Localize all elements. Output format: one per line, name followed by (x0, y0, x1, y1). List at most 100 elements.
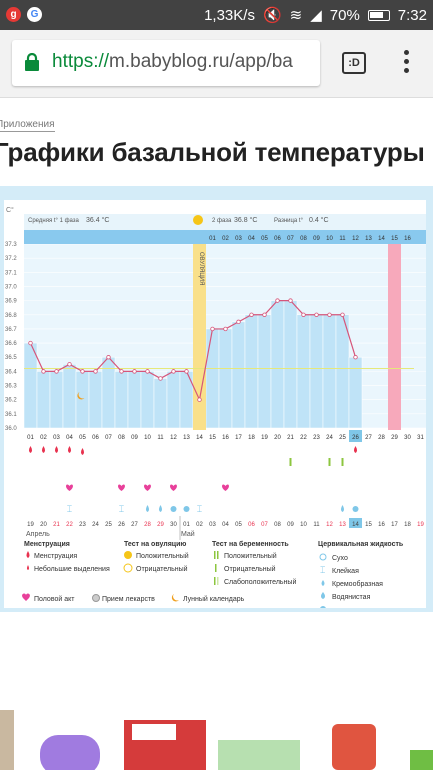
calendar-date: 14 (352, 522, 359, 528)
cycle-day-number: 20 (274, 435, 281, 441)
calendar-date: 21 (53, 522, 60, 528)
temp-bar (101, 356, 116, 429)
cycle-day-cell (206, 430, 219, 442)
temp-bar (75, 371, 90, 429)
ovulation-positive-icon (124, 551, 132, 559)
phase2-day-number: 11 (339, 236, 346, 242)
phase2-day-number: 08 (300, 236, 307, 242)
cycle-day-cell (258, 430, 271, 442)
calendar-date: 07 (261, 522, 268, 528)
temp-bar (348, 356, 363, 429)
calendar-date: 11 (313, 522, 320, 528)
temperature-point (184, 369, 189, 374)
moon-icon (171, 594, 179, 602)
temperature-point (236, 319, 241, 325)
lock-icon (25, 53, 39, 71)
temp-bar (244, 314, 259, 429)
y-tick-label: 36.0 (5, 426, 17, 432)
cervical-sticky-marker: ⌶ (197, 504, 202, 514)
temp-bar (114, 371, 129, 429)
cycle-day-number: 02 (40, 435, 47, 441)
legend-menstruation: Менструация (34, 553, 77, 560)
calendar-date: 29 (157, 522, 164, 528)
phase2-day-number: 12 (352, 236, 359, 242)
battery-icon (367, 9, 390, 21)
calendar-date: 26 (118, 522, 125, 528)
today-date-cell (349, 518, 362, 528)
temperature-point (119, 369, 124, 374)
app-notification-icon: g (6, 7, 21, 22)
cervical-eggwhite-marker (170, 506, 177, 512)
phase2-day-number: 01 (209, 236, 216, 242)
calendar-date: 13 (339, 522, 346, 528)
legend-pregnancy-weak: Слабоположительный (224, 578, 296, 586)
phase1-label: Средняя t° 1 фаза (28, 218, 80, 224)
cycle-day-number: 08 (118, 435, 125, 441)
pregnancy-test-marker (328, 458, 331, 466)
cycle-day-number: 15 (209, 435, 216, 441)
calendar-date: 08 (274, 522, 281, 528)
temperature-point (93, 369, 98, 374)
network-speed: 1,33K/s (204, 6, 255, 24)
product-puree-pouch (332, 724, 376, 770)
chart-card: 01 02 03 04 05 06 07 08 09 10 11 12 13 14 15 16 37.3 37.… (4, 200, 427, 612)
cycle-day-number: 04 (66, 435, 73, 441)
url-text[interactable]: https://m.babyblog.ru/app/ba (52, 51, 293, 73)
temperature-point (275, 298, 280, 303)
temperature-point (314, 312, 319, 317)
cycle-day-number: 28 (378, 435, 385, 441)
cycle-day-cell (297, 430, 310, 442)
legend-menstruation-title: Менструация (24, 541, 70, 548)
temp-bar (62, 364, 77, 429)
cycle-day-number: 30 (404, 435, 411, 441)
calendar-date: 12 (326, 522, 333, 528)
cycle-day-cell (323, 430, 336, 442)
breadcrumb[interactable]: Приложения (0, 119, 55, 132)
cycle-day-number: 07 (105, 435, 112, 441)
y-tick-label: 36.8 (5, 313, 17, 319)
y-tick-label: 36.4 (5, 369, 17, 375)
spotting-drop-icon (27, 565, 29, 570)
cycle-day-number: 17 (235, 435, 242, 441)
phase2-value: 36.8 °C (234, 216, 257, 224)
cycle-day-number: 27 (365, 435, 372, 441)
cycle-day-header (24, 230, 427, 244)
calendar-date: 30 (170, 522, 177, 528)
legend-pregnancy-positive: Положительный (224, 552, 277, 560)
tab-switcher-button[interactable]: :D (342, 52, 366, 74)
calendar-date: 16 (378, 522, 385, 528)
menu-icon[interactable] (402, 50, 410, 76)
y-tick-label: 37.1 (5, 270, 17, 276)
phase2-day-number: 03 (235, 236, 242, 242)
calendar-date: 27 (131, 522, 138, 528)
legend-cervical-dry: Сухо (332, 555, 348, 562)
temperature-point (67, 362, 72, 367)
temp-bar (166, 371, 181, 429)
pregnancy-positive-icon (214, 551, 216, 559)
phase2-day-number: 02 (222, 236, 229, 242)
calendar-date: 01 (183, 522, 190, 528)
signal-icon: ◢ (310, 7, 322, 24)
month-label-may: Май (181, 530, 195, 538)
legend-cervical-creamy: Кремообразная (332, 580, 383, 588)
temp-bar (153, 378, 168, 429)
phase-summary-bar (24, 214, 427, 230)
calendar-date: 02 (196, 522, 203, 528)
phase2-day-number: 09 (313, 236, 320, 242)
diff-value: 0.4 °C (309, 216, 329, 224)
temperature-point (327, 312, 332, 317)
cycle-day-cell (362, 430, 375, 442)
cycle-day-number: 31 (417, 435, 424, 441)
cervical-sticky-marker: ⌶ (67, 504, 72, 514)
cycle-day-cell (180, 430, 193, 442)
product-image-left (0, 710, 14, 770)
cycle-day-number: 03 (53, 435, 60, 441)
product-carousel[interactable] (0, 690, 433, 770)
cycle-day-cell (167, 430, 180, 442)
cervical-watery-marker (341, 505, 344, 512)
address-bar[interactable]: https://m.babyblog.ru/app/ba (12, 40, 320, 86)
cycle-day-number: 10 (144, 435, 151, 441)
cycle-day-cell (141, 430, 154, 442)
spotting-marker (81, 448, 84, 455)
cervical-watery-marker (146, 505, 149, 512)
